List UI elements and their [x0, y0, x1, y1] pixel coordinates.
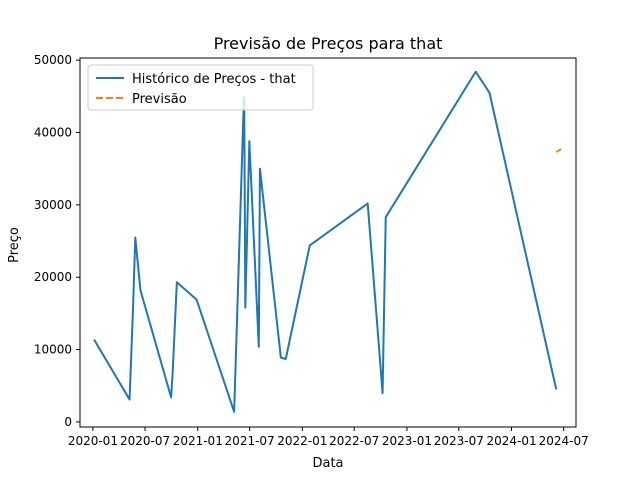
x-tick-label: 2022-01 — [277, 434, 327, 448]
y-tick-label: 0 — [64, 415, 72, 429]
x-tick-label: 2021-07 — [225, 434, 275, 448]
legend-entry: Previsão — [132, 92, 187, 107]
axes-frame — [79, 57, 577, 428]
y-tick-label: 30000 — [34, 198, 72, 212]
series-line-historico — [93, 70, 558, 413]
series-line-previsao — [555, 148, 562, 153]
x-tick-label: 2022-07 — [329, 434, 379, 448]
y-tick-label: 10000 — [34, 343, 72, 357]
y-tick-label: 40000 — [34, 126, 72, 140]
x-tick-label: 2021-01 — [173, 434, 223, 448]
x-tick-label: 2023-07 — [434, 434, 484, 448]
y-tick-label: 20000 — [34, 270, 72, 284]
y-axis-label: Preço — [7, 227, 22, 263]
x-tick-label: 2024-01 — [486, 434, 536, 448]
plot-area: 2020-01 2020-07 2021-01 2021-07 2022-01 2022-… — [34, 53, 589, 448]
legend-box — [87, 64, 314, 111]
x-tick-label: 2023-01 — [382, 434, 432, 448]
legend-entry: Histórico de Preços - that — [132, 72, 296, 87]
x-axis-label: Data — [312, 456, 343, 471]
x-tick-label: 2020-01 — [68, 434, 118, 448]
x-tick-label: 2024-07 — [539, 434, 589, 448]
x-tick-label: 2020-07 — [120, 434, 170, 448]
y-tick-label: 50000 — [34, 53, 72, 67]
chart-title: Previsão de Preços para that — [214, 34, 443, 53]
